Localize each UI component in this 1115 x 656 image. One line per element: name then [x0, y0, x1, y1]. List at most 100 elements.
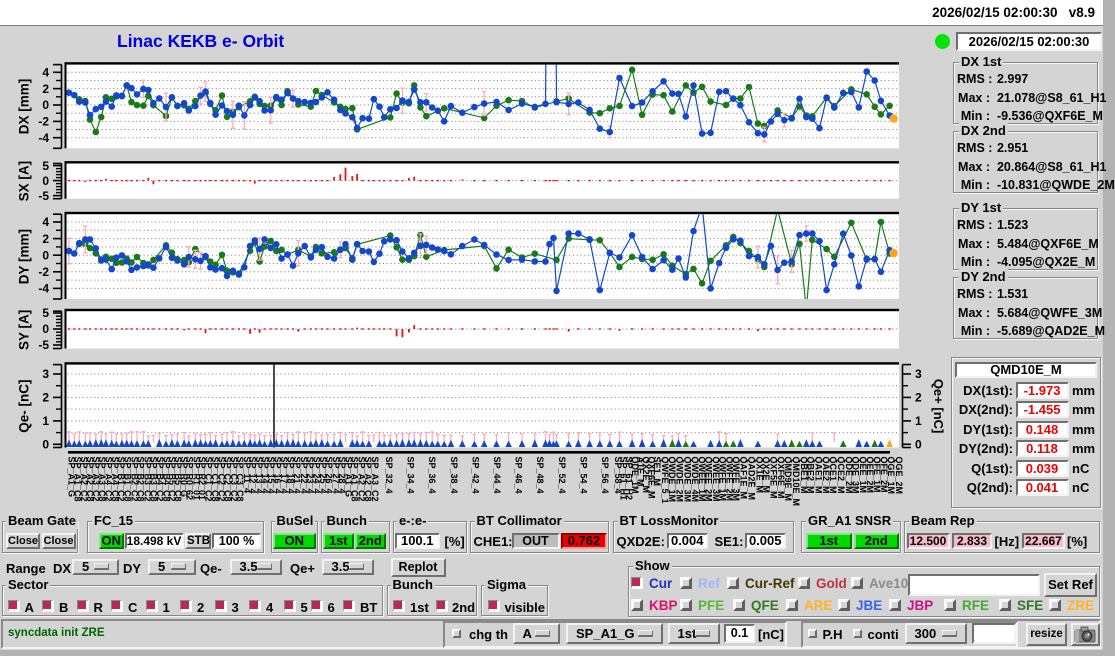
svg-text:4: 4 [42, 215, 49, 229]
svg-text:QFE_2M: QFE_2M [879, 457, 889, 493]
svg-text:-4: -4 [38, 282, 49, 296]
svg-text:SP_B3_C2: SP_B3_C2 [142, 457, 152, 502]
svg-text:SP_24_4: SP_24_4 [312, 457, 322, 494]
svg-text:SP_B2_C8: SP_B2_C8 [136, 457, 146, 502]
svg-text:QDE_1M: QDE_1M [630, 457, 640, 494]
svg-text:-2: -2 [38, 115, 49, 129]
svg-text:SP_58_4: SP_58_4 [613, 457, 623, 494]
svg-text:QWFE_2M: QWFE_2M [725, 457, 735, 502]
svg-text:SP_38_4: SP_38_4 [449, 457, 459, 494]
svg-text:SP_A1_C8: SP_A1_C8 [350, 457, 360, 502]
svg-text:SP_14_4: SP_14_4 [260, 457, 270, 494]
svg-text:2: 2 [915, 391, 922, 405]
svg-text:QGE_2M: QGE_2M [894, 457, 904, 495]
svg-text:QWEE_1M: QWEE_1M [697, 457, 707, 502]
svg-text:SP_R2_01: SP_R2_01 [197, 457, 207, 501]
svg-text:QEE_2M: QEE_2M [865, 457, 875, 494]
svg-text:SP_28_4: SP_28_4 [337, 457, 347, 494]
svg-text:SP_A1_G: SP_A1_G [343, 457, 353, 498]
svg-text:SP_C3_C2: SP_C3_C2 [229, 457, 239, 502]
svg-text:SP_15_4: SP_15_4 [266, 457, 276, 494]
svg-text:SP_A3_C2: SP_A3_C2 [370, 457, 380, 502]
svg-text:SP_13_4: SP_13_4 [254, 457, 264, 494]
svg-text:SP_A2_C2: SP_A2_C2 [357, 457, 367, 502]
svg-text:QAF1E_M: QAF1E_M [739, 457, 749, 500]
svg-text:3: 3 [42, 367, 49, 381]
svg-text:QCE2_M: QCE2_M [836, 457, 846, 494]
svg-text:5: 5 [42, 159, 49, 173]
svg-text:QMD9E_M: QMD9E_M [783, 457, 793, 502]
svg-text:DY [mm]: DY [mm] [17, 229, 32, 284]
svg-text:SP_27_4: SP_27_4 [331, 457, 341, 494]
svg-text:QX2E_M: QX2E_M [641, 457, 651, 494]
svg-text:QDE_2M: QDE_2M [844, 457, 854, 494]
svg-text:QGE_1M: QGE_1M [886, 457, 896, 495]
svg-text:-4: -4 [38, 131, 49, 145]
svg-text:QBE1_M: QBE1_M [799, 457, 809, 494]
svg-text:0: 0 [42, 322, 49, 336]
svg-text:SP_C2_C2: SP_C2_C2 [217, 457, 227, 502]
svg-text:SP_C2_C8: SP_C2_C8 [223, 457, 233, 502]
svg-text:0: 0 [915, 438, 922, 452]
svg-text:QWDE_2M: QWDE_2M [674, 457, 684, 503]
svg-text:1: 1 [915, 414, 922, 428]
svg-text:QXF6E_M: QXF6E_M [776, 457, 786, 499]
svg-text:SP_48_4: SP_48_4 [535, 457, 545, 494]
svg-text:QAE2_M: QAE2_M [821, 457, 831, 494]
svg-text:SP_B5_C8: SP_B5_C8 [173, 457, 183, 502]
svg-text:SP_B5_C2: SP_B5_C2 [167, 457, 177, 502]
svg-text:QWFE_1M: QWFE_1M [718, 457, 728, 502]
svg-text:SP_36_4: SP_36_4 [427, 457, 437, 494]
svg-text:SP_42_4: SP_42_4 [470, 457, 480, 494]
svg-text:0: 0 [42, 174, 49, 188]
svg-text:SY [A]: SY [A] [17, 310, 32, 350]
svg-text:QWDE_4M: QWDE_4M [690, 457, 700, 503]
svg-text:SP_A3_C8: SP_A3_C8 [97, 457, 107, 502]
svg-text:SP_16_4: SP_16_4 [273, 457, 283, 494]
svg-text:SP_32_4: SP_32_4 [384, 457, 394, 494]
svg-text:4: 4 [42, 66, 49, 80]
svg-text:-2: -2 [38, 265, 49, 279]
svg-text:SP_C1_C2: SP_C1_C2 [204, 457, 214, 502]
svg-text:QWEE_2M: QWEE_2M [704, 457, 714, 502]
svg-text:QWDE_3M: QWDE_3M [682, 457, 692, 503]
svg-text:SP_46_4: SP_46_4 [514, 457, 524, 494]
svg-text:SP_11_4: SP_11_4 [242, 457, 252, 494]
svg-text:0: 0 [42, 248, 49, 262]
svg-text:SP_A4_C2: SP_A4_C2 [104, 457, 114, 502]
svg-text:QWEE_3M: QWEE_3M [711, 457, 721, 502]
svg-text:0: 0 [42, 438, 49, 452]
svg-text:0: 0 [42, 98, 49, 112]
svg-text:SP_17_4: SP_17_4 [279, 457, 289, 494]
svg-text:SP_C1_C8: SP_C1_C8 [210, 457, 220, 502]
svg-text:QWFE_5_1: QWFE_5_1 [660, 457, 670, 504]
svg-text:QXF5E_M: QXF5E_M [769, 457, 779, 499]
svg-text:SP_A2_C8: SP_A2_C8 [363, 457, 373, 502]
svg-text:QDE_3M: QDE_3M [851, 457, 861, 494]
svg-text:-5: -5 [38, 338, 49, 352]
svg-text:SP_12_4: SP_12_4 [248, 457, 258, 494]
svg-text:-5: -5 [38, 189, 49, 203]
svg-text:QAD2E_M: QAD2E_M [746, 457, 756, 501]
svg-text:SP_25_4: SP_25_4 [318, 457, 328, 494]
svg-text:SP_52_4: SP_52_4 [557, 457, 567, 494]
svg-text:SP_A4_C8: SP_A4_C8 [110, 457, 120, 502]
svg-text:1: 1 [42, 414, 49, 428]
svg-text:SP_R0_G: SP_R0_G [179, 457, 189, 498]
svg-text:SP_A1_C8: SP_A1_C8 [72, 457, 82, 502]
svg-text:2: 2 [42, 232, 49, 246]
svg-text:2: 2 [42, 391, 49, 405]
svg-text:DX [mm]: DX [mm] [17, 79, 32, 135]
svg-text:QAE1_M: QAE1_M [814, 457, 824, 494]
svg-text:SP_R0_62: SP_R0_62 [185, 457, 195, 501]
svg-text:QFE_1M: QFE_1M [872, 457, 882, 493]
svg-text:SP_61_H1: SP_61_H1 [619, 457, 629, 501]
svg-text:SP_B4_C2: SP_B4_C2 [155, 457, 165, 502]
svg-text:QMD10E_M: QMD10E_M [791, 457, 801, 507]
svg-text:SP_44_4: SP_44_4 [492, 457, 502, 494]
svg-text:SP_61_H2: SP_61_H2 [624, 457, 634, 501]
svg-text:SP_B1_C8: SP_B1_C8 [122, 457, 132, 502]
svg-text:SP_A2_C2: SP_A2_C2 [79, 457, 89, 502]
svg-text:Qe+ [nC]: Qe+ [nC] [931, 379, 946, 434]
svg-text:SP_R1_01: SP_R1_01 [191, 457, 201, 501]
